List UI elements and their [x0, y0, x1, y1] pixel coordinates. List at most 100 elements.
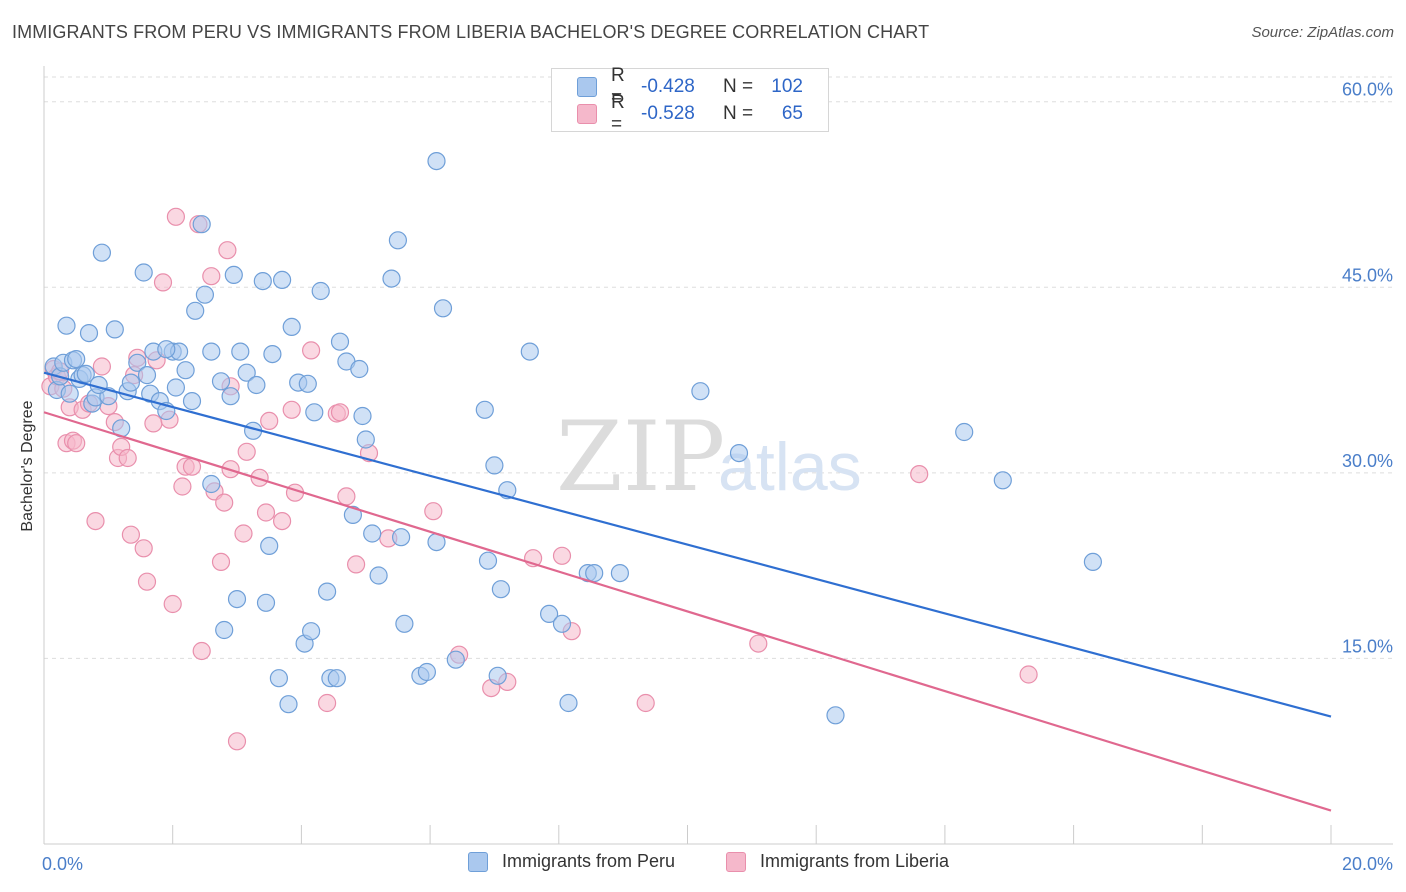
peru-point [195, 285, 214, 304]
legend-item-peru[interactable]: Immigrants from Peru [468, 851, 675, 872]
liberia-point [424, 502, 443, 521]
liberia-point [202, 267, 221, 286]
liberia-point [192, 641, 211, 661]
peru-point [305, 403, 324, 422]
peru-point [128, 353, 147, 372]
peru-point [1083, 552, 1103, 572]
peru-point [260, 536, 279, 556]
legend-r-value: -0.528 [641, 103, 695, 124]
peru-point [79, 324, 99, 343]
legend-row-peru: R = -0.428 N = 102 [577, 65, 803, 108]
liberia-point [153, 273, 173, 292]
peru-point [392, 528, 411, 547]
peru-point [237, 363, 256, 382]
peru-point [356, 430, 375, 449]
peru-point [92, 243, 112, 262]
chart-title: IMMIGRANTS FROM PERU VS IMMIGRANTS FROM … [12, 22, 930, 42]
peru-point [67, 350, 86, 369]
peru-point [520, 342, 539, 361]
liberia-point [237, 442, 256, 461]
liberia-legend-swatch [726, 851, 746, 872]
peru-point [215, 620, 234, 640]
peru-point [279, 695, 298, 714]
liberia-trend-line [43, 411, 1332, 812]
peru-point [134, 263, 153, 282]
peru-point [353, 406, 372, 426]
peru-point [539, 604, 559, 624]
peru-point [485, 456, 504, 475]
liberia-point [67, 434, 86, 453]
peru-point [559, 693, 578, 713]
peru-point [478, 551, 498, 570]
y-tick-labels: 15.0% 30.0% 45.0% 60.0% [1342, 80, 1393, 657]
y-tick-label: 45.0% [1342, 265, 1393, 285]
peru-point [311, 281, 330, 301]
legend-n-label: N = [723, 103, 754, 124]
watermark-atlas: atlas [718, 429, 862, 505]
peru-point [176, 361, 195, 380]
liberia-point [302, 341, 321, 360]
peru-point [157, 340, 176, 359]
y-tick-label: 30.0% [1342, 451, 1393, 471]
y-tick-label: 60.0% [1342, 80, 1393, 100]
peru-point [263, 345, 282, 364]
peru-point [552, 614, 572, 633]
liberia-points [41, 207, 1038, 751]
peru-point [363, 524, 382, 543]
peru-point [369, 566, 388, 585]
source-label: Source: ZipAtlas.com [1251, 24, 1394, 41]
peru-point [186, 301, 205, 320]
peru-point [475, 400, 494, 419]
legend-label-peru: Immigrants from Peru [502, 851, 676, 871]
peru-point [105, 320, 124, 339]
liberia-point [250, 468, 269, 487]
legend-r-value: -0.428 [641, 76, 695, 97]
peru-point [446, 650, 465, 669]
correlation-legend: R = -0.428 N = 102 R = -0.528 N = 65 [551, 65, 829, 135]
peru-point [427, 152, 446, 171]
peru-point [253, 272, 272, 291]
peru-point [330, 332, 350, 351]
peru-point [298, 374, 317, 393]
peru-point [76, 364, 95, 383]
watermark: ZIP atlas [556, 401, 862, 513]
legend-r-label: R = [611, 65, 625, 108]
x-tick-label: 20.0% [1342, 854, 1393, 874]
liberia-point [282, 400, 301, 419]
liberia-point [163, 594, 182, 614]
liberia-point [337, 487, 356, 506]
liberia-point [211, 552, 231, 572]
liberia-point [137, 572, 157, 591]
peru-point [388, 231, 407, 250]
peru-point [137, 366, 157, 385]
liberia-point [256, 503, 276, 522]
peru-point [302, 622, 321, 641]
x-tick-label: 0.0% [42, 854, 83, 874]
peru-swatch [577, 77, 597, 97]
peru-point [318, 582, 337, 601]
peru-point [610, 563, 630, 583]
legend-n-value: 102 [771, 76, 803, 97]
y-axis-title: Bachelor's Degree [19, 400, 36, 531]
peru-point [273, 270, 292, 289]
legend-item-liberia[interactable]: Immigrants from Liberia [726, 851, 949, 872]
peru-point [327, 669, 346, 688]
peru-point [826, 706, 845, 725]
peru-legend-swatch [468, 851, 488, 872]
axes [43, 66, 1393, 845]
peru-point [182, 392, 202, 411]
peru-point [417, 662, 436, 682]
peru-point [955, 422, 974, 442]
peru-point [247, 375, 266, 395]
liberia-point [118, 448, 137, 468]
liberia-point [234, 524, 253, 543]
liberia-point [260, 411, 279, 430]
liberia-point [910, 465, 929, 484]
peru-point [585, 563, 604, 583]
peru-point [224, 265, 243, 284]
liberia-point [318, 693, 337, 713]
peru-point [269, 669, 288, 688]
peru-trend-line [43, 371, 1332, 718]
peru-point [192, 215, 211, 234]
